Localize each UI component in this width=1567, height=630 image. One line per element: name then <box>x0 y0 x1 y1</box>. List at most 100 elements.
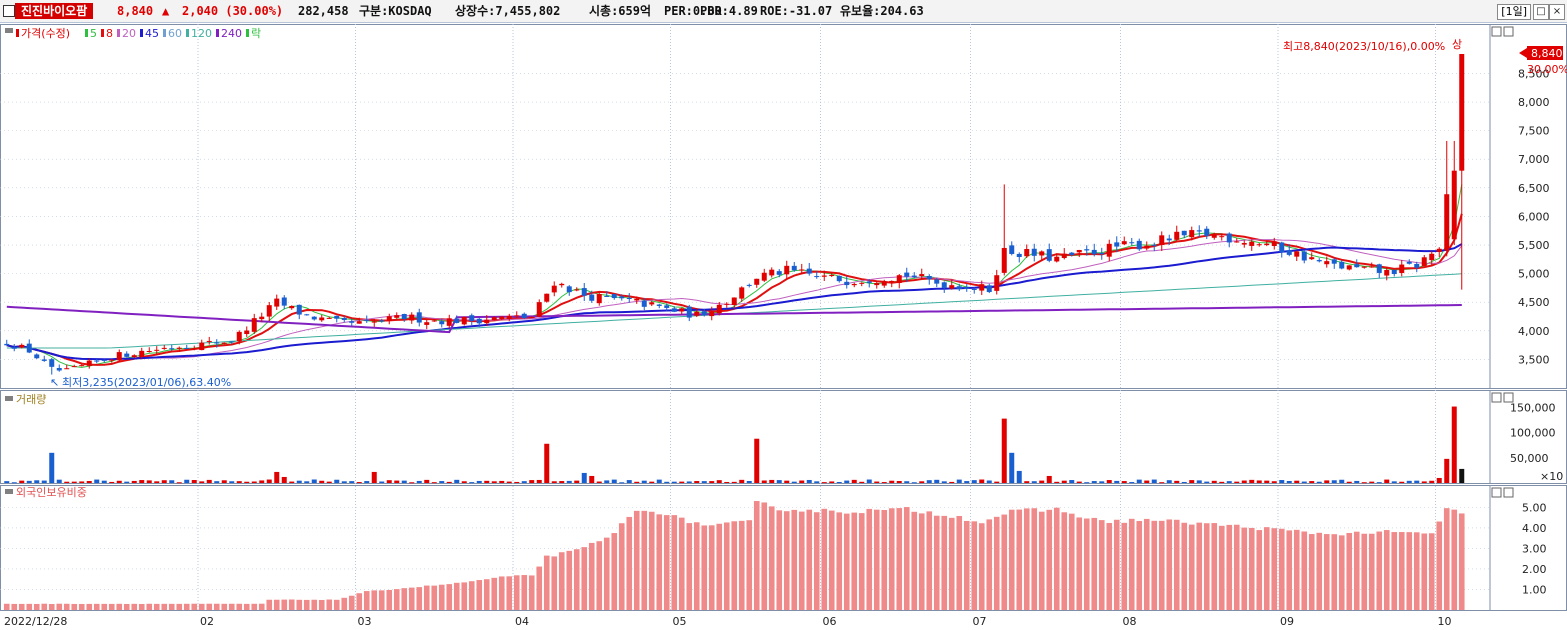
price-candle <box>1391 269 1397 277</box>
period-selector[interactable]: [1일] <box>1497 4 1531 20</box>
volume-bar <box>1294 480 1300 483</box>
foreign-holding-bar <box>168 603 175 610</box>
foreign-holding-bar <box>138 603 145 610</box>
candle-body <box>1144 245 1150 249</box>
panel-close-icon[interactable] <box>1503 26 1514 37</box>
panel-restore-icon[interactable] <box>1491 392 1502 403</box>
volume-bar <box>1271 481 1277 483</box>
panel-restore-icon[interactable] <box>1491 26 1502 37</box>
volume-bar <box>1459 468 1465 483</box>
price-candle <box>491 316 497 321</box>
market-type: 구분:KOSDAQ <box>359 4 432 18</box>
legend-item: 45 <box>140 27 159 40</box>
price-candle <box>1271 237 1277 250</box>
volume-bar <box>1451 406 1457 483</box>
volume-bar <box>199 481 205 483</box>
volume-bar <box>911 482 917 484</box>
candle-body <box>146 351 152 353</box>
volume-bar <box>446 481 452 483</box>
foreign-holding-bar <box>1136 521 1143 610</box>
foreign-holding-bar <box>1406 532 1413 610</box>
legend-item: 240 <box>216 27 242 40</box>
volume-bar <box>649 481 655 483</box>
price-candle <box>731 297 737 309</box>
foreign-holding-bar <box>176 603 183 610</box>
candle-body <box>1361 266 1367 268</box>
restore-button[interactable]: □ <box>1533 4 1549 20</box>
volume-bar <box>641 480 647 483</box>
candle-body <box>1444 194 1450 251</box>
candle-body <box>694 311 700 316</box>
price-candle <box>11 343 17 352</box>
foreign-holding-bar <box>1128 518 1135 610</box>
legend-label: 20 <box>122 27 136 40</box>
panel-close-icon[interactable] <box>1503 487 1514 498</box>
legend-item: 5 <box>85 27 97 40</box>
foreign-holding-bar <box>768 506 775 610</box>
volume-bar <box>94 479 100 483</box>
candle-body <box>161 347 167 349</box>
price-candle <box>521 312 527 320</box>
foreign-holding-bar <box>1203 523 1210 610</box>
volume-bar <box>484 480 490 483</box>
legend-swatch <box>85 29 88 37</box>
candle-body <box>859 282 865 284</box>
price-candle <box>671 306 677 313</box>
foreign-legend-label: 외국인보유비중 <box>16 486 87 499</box>
current-price-pointer-icon <box>1519 48 1527 58</box>
price-candle <box>1001 184 1007 276</box>
foreign-holding-bar <box>213 603 220 610</box>
candle-body <box>356 321 362 324</box>
candle-body <box>829 274 835 276</box>
candle-body <box>596 294 602 304</box>
candle-body <box>101 359 107 361</box>
volume-bar <box>1009 452 1015 483</box>
foreign-holding-bar <box>131 603 138 610</box>
candle-body <box>1039 251 1045 256</box>
foreign-holding-bar <box>618 523 625 610</box>
candle-body <box>439 321 445 325</box>
volume-bar <box>1181 481 1187 483</box>
window-icon[interactable] <box>3 5 15 17</box>
close-button[interactable]: × <box>1549 4 1565 20</box>
high-price-annotation: 최고8,840(2023/10/16),0.00% <box>1283 40 1445 53</box>
volume-bar <box>416 480 422 483</box>
foreign-holding-bar <box>333 599 340 610</box>
candle-body <box>799 269 805 271</box>
foreign-holding-bar <box>273 599 280 610</box>
volume-bar <box>326 481 332 483</box>
legend-swatch <box>186 29 189 37</box>
panel-restore-icon[interactable] <box>1491 487 1502 498</box>
price-candle <box>1294 250 1300 262</box>
volume-bar <box>986 480 992 483</box>
candle-body <box>1159 235 1165 246</box>
price-candle <box>326 316 332 319</box>
foreign-holding-bar <box>836 512 843 610</box>
volume-bar <box>1054 481 1060 483</box>
candle-body <box>874 283 880 286</box>
volume-bar <box>1256 480 1262 483</box>
volume-bar <box>1151 479 1157 483</box>
foreign-holding-bar <box>408 587 415 610</box>
volume-bar <box>1391 481 1397 483</box>
volume-bar <box>544 443 550 483</box>
candle-body <box>1436 248 1442 252</box>
candle-body <box>244 330 250 335</box>
volume-bar <box>1324 480 1330 483</box>
foreign-holding-bar <box>1256 530 1263 610</box>
price-candle <box>364 315 370 323</box>
panel-close-icon[interactable] <box>1503 392 1514 403</box>
stock-name[interactable]: 진진바이오팜 <box>15 3 94 19</box>
foreign-holding-bar <box>911 511 918 610</box>
volume-bar <box>514 481 520 483</box>
volume-bar <box>394 480 400 483</box>
foreign-holding-bar <box>1038 511 1045 610</box>
price-candle <box>971 287 977 294</box>
candle-body <box>746 284 752 286</box>
volume-bar <box>739 479 745 483</box>
price-candle <box>821 270 827 282</box>
volume-bar <box>146 480 152 483</box>
axis-labels: 02 03 04 05 06 07 08 09 10 2022/12/28 3,500 4,000 4,… <box>4 67 1556 628</box>
foreign-holding-bar <box>1083 518 1090 610</box>
foreign-holding-bar <box>1091 517 1098 610</box>
